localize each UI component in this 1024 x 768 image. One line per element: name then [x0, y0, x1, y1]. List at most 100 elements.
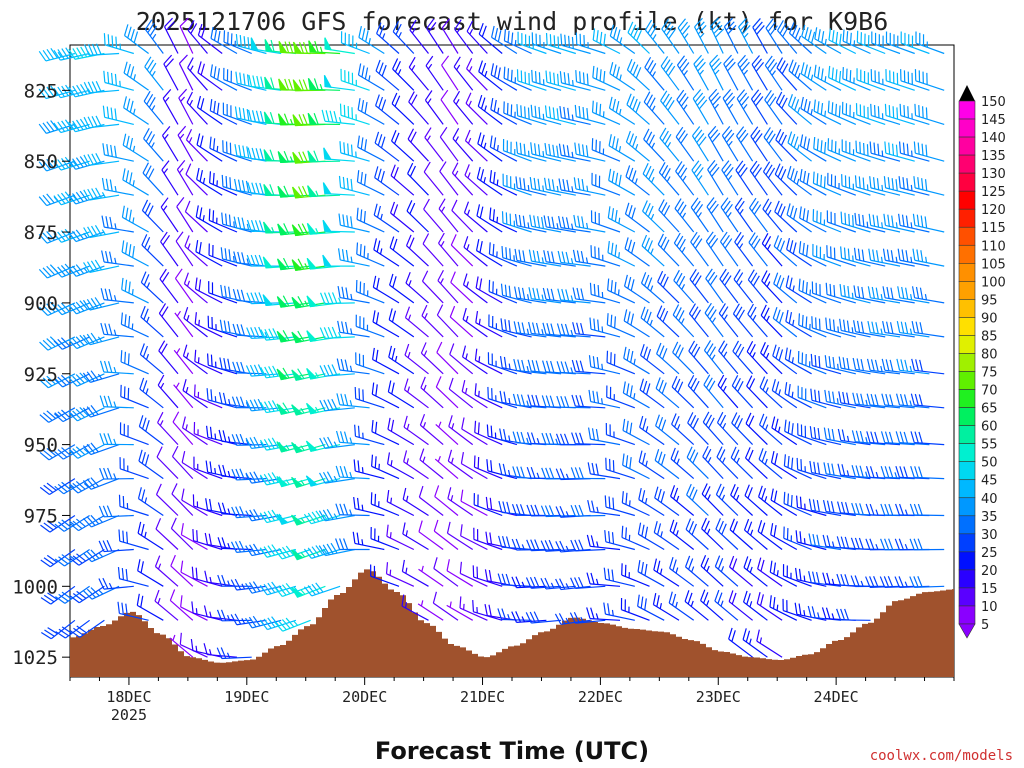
wind-barb [140, 305, 164, 338]
wind-barb [671, 375, 695, 409]
wind-barb [338, 175, 370, 196]
wind-barb [764, 55, 783, 91]
wind-barb [154, 589, 179, 621]
wind-barb [217, 574, 252, 587]
wind-barb [418, 485, 444, 516]
wind-barb [388, 345, 415, 375]
wind-barb [391, 129, 415, 162]
wind-barb [370, 526, 400, 551]
wind-barb [669, 519, 695, 550]
wind-barb [643, 91, 665, 125]
wind-barb [322, 182, 355, 196]
wind-barb [868, 213, 901, 233]
wind-barb [387, 380, 415, 409]
colorbar-label: 10 [981, 600, 998, 615]
wind-barb [446, 521, 474, 551]
wind-barb [462, 273, 488, 304]
wind-barb [609, 24, 636, 54]
wind-barb [700, 554, 724, 587]
wind-barb [657, 233, 680, 267]
wind-barb [453, 56, 474, 91]
wind-barb [324, 37, 355, 55]
wind-barb [810, 353, 842, 375]
wind-barb [895, 466, 930, 480]
wind-barb [763, 127, 783, 162]
wind-barb [668, 591, 695, 621]
wind-barb [799, 134, 827, 162]
wind-barb [403, 378, 429, 409]
colorbar-swatch [958, 335, 976, 354]
wind-barb [424, 90, 444, 125]
wind-barb [232, 361, 267, 375]
wind-barb [718, 303, 739, 338]
wind-barb [686, 483, 709, 516]
wind-barb [787, 94, 812, 125]
wind-barb [323, 74, 355, 91]
wind-barb [402, 487, 429, 517]
wind-barb [776, 20, 798, 54]
wind-barb [409, 19, 429, 54]
wind-barb [181, 416, 208, 446]
wind-barb [526, 539, 562, 552]
wind-barb [139, 343, 164, 375]
wind-barb [775, 128, 798, 162]
wind-barb [623, 274, 650, 304]
y-tick-label: 975 [24, 505, 58, 527]
wind-barb [474, 348, 503, 375]
wind-barb [100, 288, 134, 304]
wind-barb [461, 417, 488, 446]
wind-barb [765, 18, 783, 54]
wind-barb [118, 529, 149, 551]
wind-barb [222, 140, 252, 162]
wind-barb [370, 492, 400, 517]
wind-barb [786, 237, 812, 267]
wind-barb [488, 279, 518, 304]
wind-barb [501, 211, 532, 233]
colorbar-label: 100 [981, 275, 1006, 290]
wind-barb [83, 224, 120, 239]
wind-barb [570, 576, 606, 590]
wind-barb [880, 431, 915, 446]
wind-barb [691, 126, 709, 162]
wind-barb [372, 310, 400, 338]
colorbar-label: 70 [981, 384, 998, 399]
wind-barb [501, 246, 532, 267]
wind-barb [232, 323, 267, 338]
wind-barb [403, 415, 429, 446]
wind-barb [55, 585, 90, 604]
wind-barb [771, 416, 798, 446]
wind-barb [477, 132, 503, 162]
wind-barb [401, 594, 429, 621]
wind-barb [705, 231, 724, 267]
wind-barb [194, 277, 223, 304]
wind-barb [642, 200, 665, 233]
wind-barb [653, 558, 680, 587]
wind-barb [543, 250, 576, 267]
wind-barb [811, 281, 842, 304]
wind-barb [527, 359, 562, 375]
wind-barb [336, 358, 370, 375]
wind-barb [210, 26, 238, 55]
wind-barb [882, 320, 915, 338]
wind-barb [798, 278, 827, 304]
wind-barb [909, 503, 945, 517]
x-tick-sublabel: 2025 [111, 706, 147, 724]
wind-barb [192, 494, 223, 517]
wind-barb [184, 200, 208, 233]
wind-barb [814, 27, 842, 55]
wind-barb [209, 171, 238, 196]
wind-barb [715, 518, 739, 550]
wind-barb [769, 595, 798, 621]
wind-barb [796, 495, 827, 517]
wind-barb [68, 478, 105, 494]
wind-barb [435, 421, 459, 446]
wind-barb [575, 70, 606, 91]
wind-barb [446, 601, 473, 621]
wind-barb [449, 343, 474, 375]
wind-barb [709, 17, 725, 54]
wind-barb [245, 615, 282, 629]
wind-barb [82, 370, 120, 383]
wind-barb [881, 358, 915, 375]
wind-barb [736, 126, 754, 162]
wind-barb [462, 345, 488, 375]
